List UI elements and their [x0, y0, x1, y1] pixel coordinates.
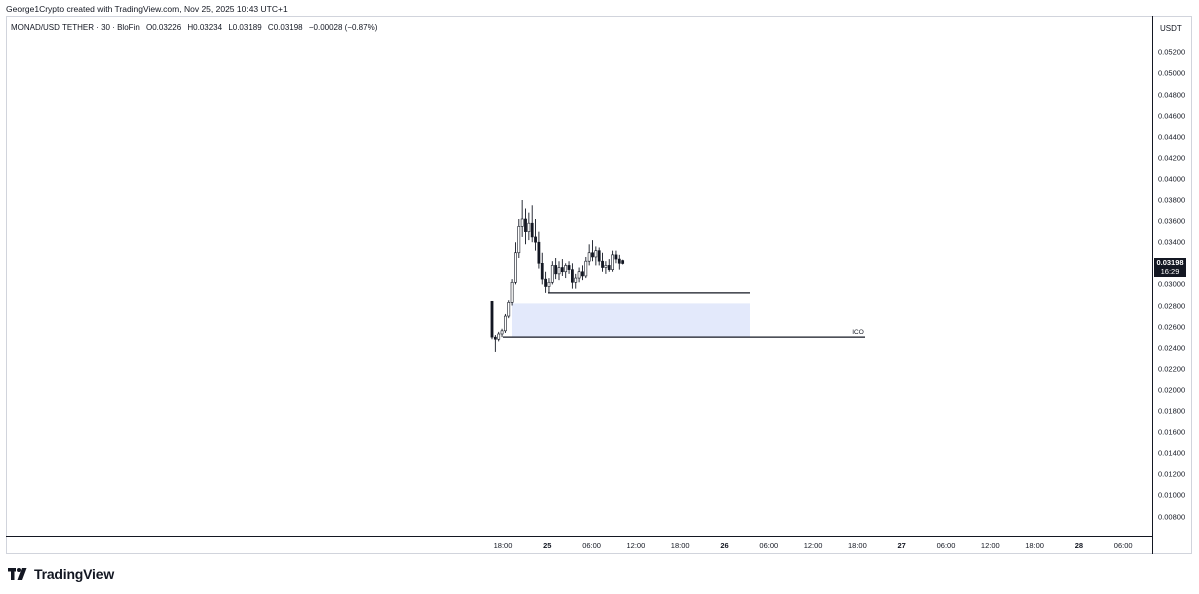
price-axis-label: 0.05000 — [1158, 68, 1186, 78]
price-axis-label: 0.02400 — [1158, 343, 1186, 353]
candle-body — [517, 226, 521, 254]
candle-body — [574, 277, 578, 283]
price-axis[interactable] — [1152, 16, 1192, 554]
price-axis-unit: USDT — [1160, 24, 1182, 33]
legend-open: O0.03226 — [146, 23, 182, 32]
candle-body — [564, 265, 568, 273]
candle-body — [567, 265, 571, 270]
price-axis-label: 0.01000 — [1158, 490, 1186, 500]
time-axis-label: 06:00 — [936, 541, 956, 550]
candle-body — [503, 315, 507, 332]
time-axis[interactable] — [6, 536, 1152, 554]
candle-body — [534, 236, 537, 243]
chart-frame — [6, 16, 1192, 554]
price-axis-label: 0.02800 — [1158, 301, 1186, 310]
candle-body — [547, 281, 551, 287]
price-axis-label: 0.04000 — [1158, 174, 1186, 184]
candle-body — [601, 260, 604, 268]
price-axis-label: 0.02000 — [1158, 385, 1186, 395]
tradingview-logo[interactable]: TradingView — [8, 566, 114, 582]
time-axis-label: 18:00 — [1025, 541, 1044, 550]
price-axis-label: 0.04600 — [1158, 111, 1186, 121]
time-axis-label: 06:00 — [582, 541, 601, 550]
candle-body — [514, 252, 517, 283]
price-axis-label: 0.03000 — [1158, 279, 1186, 289]
price-axis-label: 0.01200 — [1158, 469, 1186, 479]
candle-body — [570, 269, 574, 283]
candle-body — [530, 222, 534, 238]
candle-body — [604, 265, 608, 268]
price-axis-label: 0.01400 — [1158, 448, 1186, 458]
ico-label: ICO — [852, 329, 864, 336]
time-axis-label: 18:00 — [670, 541, 690, 550]
time-axis-label: 28 — [1074, 541, 1084, 550]
time-axis-label: 18:00 — [493, 541, 513, 550]
candle-body — [497, 333, 501, 340]
price-axis-label: 0.03800 — [1158, 195, 1186, 205]
price-axis-label: 0.03400 — [1158, 237, 1186, 247]
time-axis-label: 18:00 — [848, 541, 867, 550]
tradingview-logo-icon — [8, 568, 27, 580]
candle-body — [524, 218, 527, 232]
candle-body — [584, 260, 588, 277]
time-axis-label: 06:00 — [759, 541, 779, 550]
price-axis-label: 0.01600 — [1158, 427, 1186, 437]
current-price: 0.03198 — [1156, 258, 1184, 267]
candle-body — [544, 278, 548, 287]
candle-body — [490, 300, 494, 338]
candle-body — [557, 267, 561, 275]
chart-credit: George1Crypto created with TradingView.c… — [6, 4, 288, 14]
price-axis-label: 0.01800 — [1158, 406, 1186, 416]
time-axis-label: 12:00 — [980, 541, 1000, 550]
price-axis-label: 0.05200 — [1158, 47, 1186, 57]
candle-body — [550, 265, 554, 283]
candle-body — [617, 258, 621, 264]
candle-body — [614, 254, 618, 260]
legend-low: L0.03189 — [228, 23, 262, 32]
candle-body — [493, 336, 497, 340]
candle-body — [540, 262, 544, 280]
candle-body — [594, 250, 598, 258]
candle-body — [597, 250, 601, 262]
price-axis-label: 0.04400 — [1158, 132, 1186, 142]
supply-demand-zone — [512, 303, 750, 338]
legend-symbol: MONAD/USD TETHER · 30 · BloFin — [11, 23, 140, 32]
candle-body — [591, 252, 594, 258]
candle-body — [621, 260, 625, 264]
time-axis-label: 27 — [897, 541, 906, 550]
candle-body — [520, 218, 524, 227]
price-axis-label: 0.04800 — [1158, 90, 1186, 99]
price-axis-label: 0.03600 — [1158, 216, 1186, 226]
time-axis-label: 25 — [543, 541, 552, 550]
time-axis-label: 06:00 — [1113, 541, 1133, 550]
candle-body — [500, 330, 504, 335]
bar-countdown: 16:29 — [1160, 267, 1180, 276]
time-axis-label: 26 — [720, 541, 729, 550]
candle-body — [510, 281, 514, 303]
tradingview-logo-text: TradingView — [34, 566, 115, 582]
candle-body — [611, 254, 615, 270]
candle-body — [537, 241, 541, 264]
legend-change: −0.00028 (−0.87%) — [308, 23, 378, 32]
legend-high: H0.03234 — [187, 23, 223, 32]
candle-body — [577, 271, 581, 279]
candle-body — [607, 265, 611, 270]
current-price-tag: 0.03198 16:29 — [1154, 258, 1186, 277]
price-axis-label: 0.02200 — [1158, 364, 1186, 374]
price-axis-label: 0.04200 — [1158, 153, 1186, 163]
candle-body — [587, 252, 591, 262]
candle-body — [527, 222, 531, 232]
candle-body — [554, 265, 558, 275]
candle-body — [507, 302, 511, 317]
legend-close: C0.03198 — [267, 23, 303, 32]
price-axis-label: 0.00800 — [1158, 512, 1186, 521]
time-axis-label: 12:00 — [803, 541, 823, 550]
symbol-legend: MONAD/USD TETHER · 30 · BloFin O0.03226 … — [11, 23, 381, 32]
candle-body — [560, 267, 564, 273]
time-axis-label: 12:00 — [626, 541, 646, 550]
price-axis-label: 0.02600 — [1158, 322, 1186, 332]
candle-body — [581, 271, 584, 277]
